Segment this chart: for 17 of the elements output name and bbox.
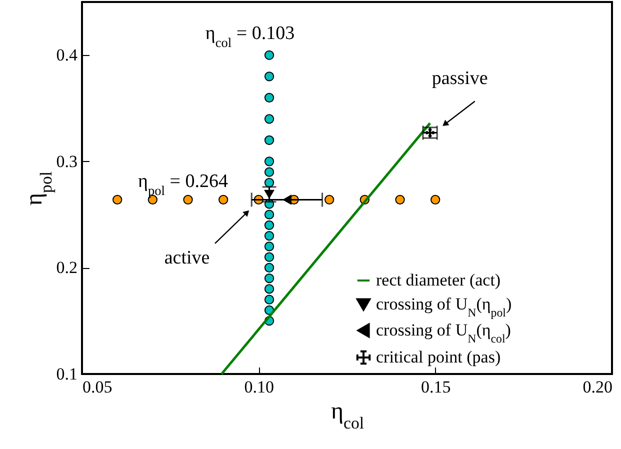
x-tick-label: 0.15 [420, 378, 451, 396]
annotation: passive [432, 68, 488, 90]
x-tick-label: 0.05 [82, 378, 112, 396]
annotation: active [164, 247, 210, 268]
y-tick-label: 0.3 [56, 152, 78, 171]
y-tick-label: 0.1 [56, 364, 78, 384]
y-tick-label: 0.2 [56, 258, 78, 278]
legend-label: rect diameter (act) [376, 270, 501, 290]
x-axis-title: η$_{col}$ [330, 398, 364, 432]
legend-label: critical point (pas) [376, 348, 501, 366]
legend-label: crossing of U$_{N}$(η$_{col}$) [376, 320, 511, 346]
x-tick-label: 0.20 [582, 378, 612, 396]
annotation: η$_{col}$ = 0.103 [205, 23, 295, 50]
x-tick-label: 0.10 [244, 378, 274, 396]
legend-label: crossing of U$_{N}$(η$_{pol}$) [376, 294, 512, 320]
y-tick-label: 0.4 [56, 46, 78, 65]
annotation: η$_{pol}$ = 0.264 [138, 171, 228, 198]
